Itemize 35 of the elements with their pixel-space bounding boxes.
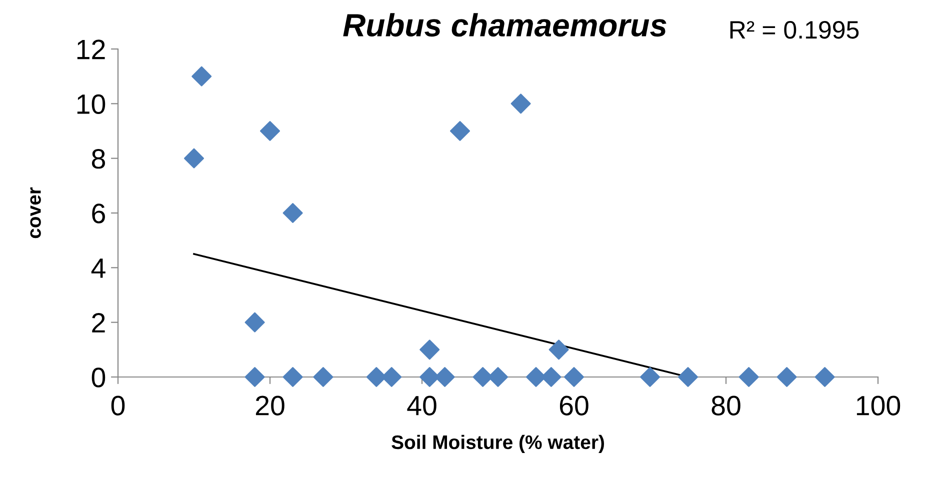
- point: [776, 366, 797, 388]
- x-axis-title: Soil Moisture (% water): [392, 434, 604, 453]
- point: [564, 366, 584, 388]
- point: [640, 366, 660, 388]
- point: [192, 66, 212, 86]
- y-tick-label: 0: [92, 368, 106, 388]
- point: [738, 366, 759, 388]
- point: [814, 366, 835, 388]
- point: [420, 340, 440, 360]
- y-tick-label: 10: [77, 94, 106, 114]
- x-tick-label: 100: [856, 396, 900, 416]
- point: [244, 312, 265, 332]
- point: [260, 120, 280, 142]
- point: [282, 366, 303, 388]
- x-tick-label: 60: [560, 396, 588, 416]
- text: R² = 0.1995: [730, 21, 859, 39]
- y-tick-label: 4: [91, 258, 106, 278]
- y-axis-title: cover: [30, 187, 41, 238]
- point: [313, 366, 334, 388]
- x-tick-label: 80: [712, 396, 740, 416]
- x-tick-label: 40: [407, 396, 436, 416]
- point: [282, 202, 303, 224]
- x-tick-label: 0: [111, 396, 125, 416]
- y-tick-label: 2: [92, 313, 105, 332]
- y-tick-label: 12: [77, 40, 105, 60]
- y-tick-label: 8: [92, 149, 105, 169]
- point: [678, 366, 698, 388]
- y-tick-label: 6: [92, 204, 105, 224]
- x-tick-label: 20: [256, 396, 284, 416]
- point: [548, 340, 569, 360]
- point: [184, 148, 204, 168]
- chart-title: Rubus chamaemorus: [343, 13, 666, 37]
- point: [510, 94, 531, 114]
- point: [450, 120, 470, 142]
- point: [244, 366, 265, 388]
